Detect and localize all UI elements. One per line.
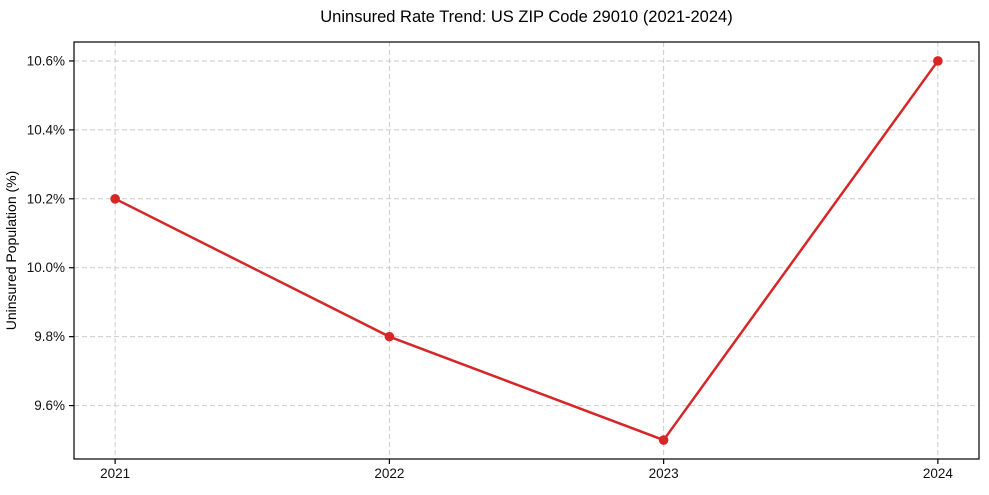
- y-tick-label: 10.0%: [27, 260, 65, 275]
- y-tick-label: 10.4%: [27, 122, 65, 137]
- y-tick-label: 10.2%: [27, 191, 65, 206]
- data-point: [658, 435, 669, 445]
- axes-border: [73, 41, 980, 460]
- y-axis-label: Uninsured Population (%): [3, 171, 19, 331]
- chart-plot-area: 2021 2022 2023 2024 9.6% 9.8% 10.0% 10.2% 10.4% 1…: [27, 41, 980, 481]
- x-tick-label: 2021: [100, 466, 130, 481]
- data-point: [110, 194, 120, 204]
- y-tick-label: 10.6%: [27, 53, 65, 68]
- x-tick-label: 2022: [374, 466, 404, 481]
- x-tick-label: 2023: [649, 466, 679, 481]
- y-tick-label: 9.6%: [34, 398, 65, 413]
- chart-title: Uninsured Rate Trend: US ZIP Code 29010 …: [320, 8, 732, 26]
- trend-line: [113, 59, 940, 442]
- plot-background: [74, 42, 979, 459]
- data-point: [384, 331, 395, 342]
- y-tick-label: 9.8%: [34, 329, 65, 344]
- data-point: [933, 56, 943, 66]
- x-tick-label: 2024: [923, 466, 954, 481]
